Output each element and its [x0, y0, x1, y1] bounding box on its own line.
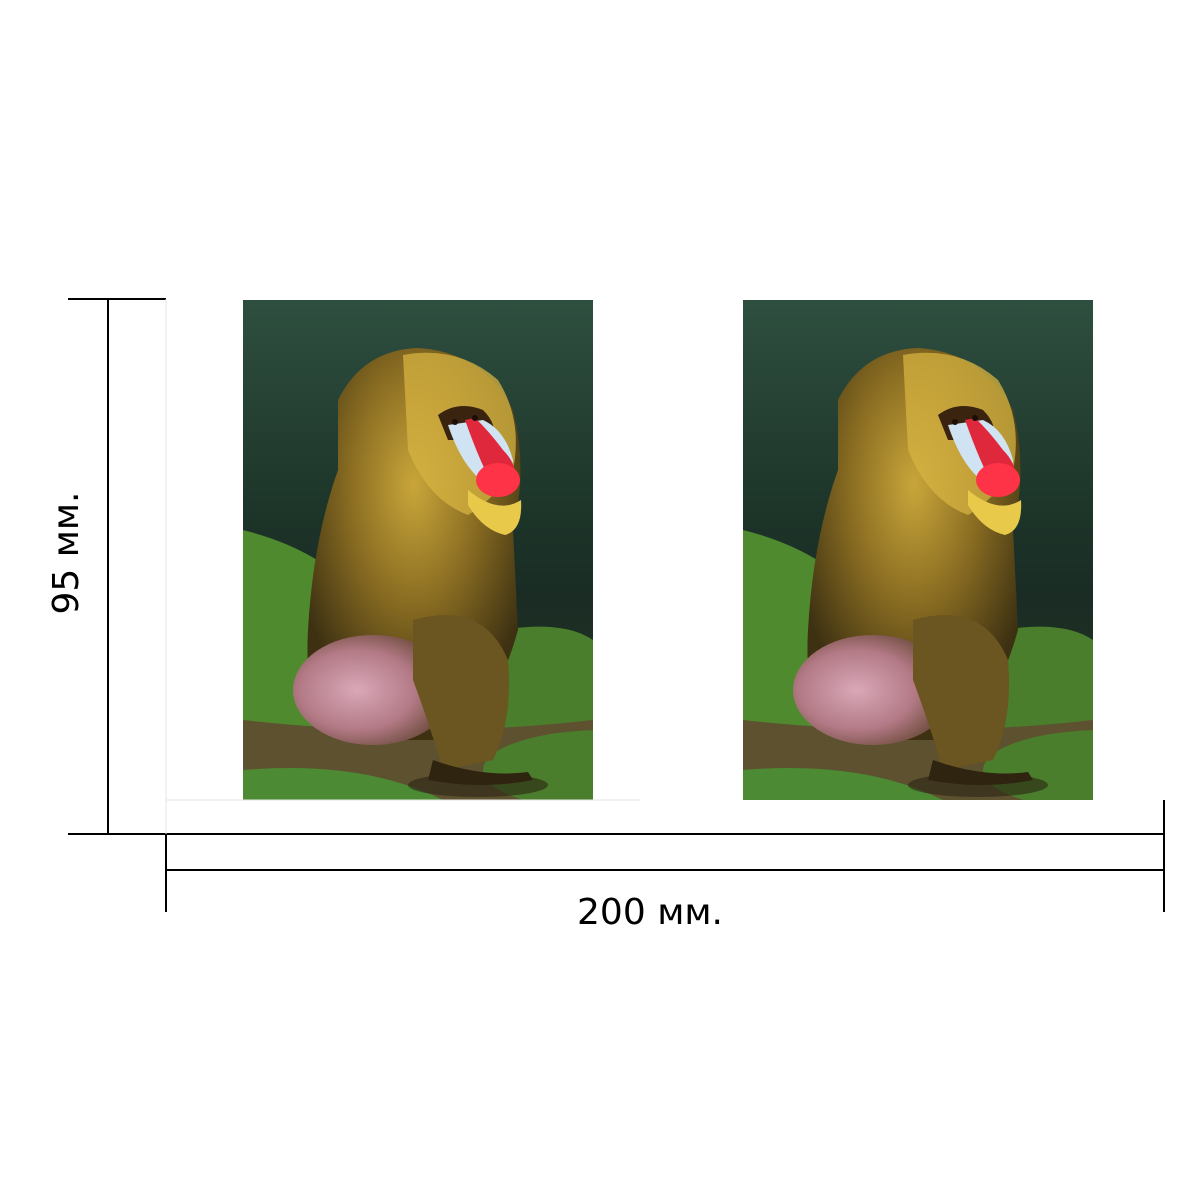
mandrill-illustration: [243, 300, 593, 800]
mandrill-illustration: [743, 300, 1093, 800]
width-label: 200 мм.: [577, 892, 723, 933]
height-label: 95 мм.: [46, 491, 87, 615]
mandrill-photo-left: [243, 300, 593, 800]
mandrill-photo-right: [743, 300, 1093, 800]
